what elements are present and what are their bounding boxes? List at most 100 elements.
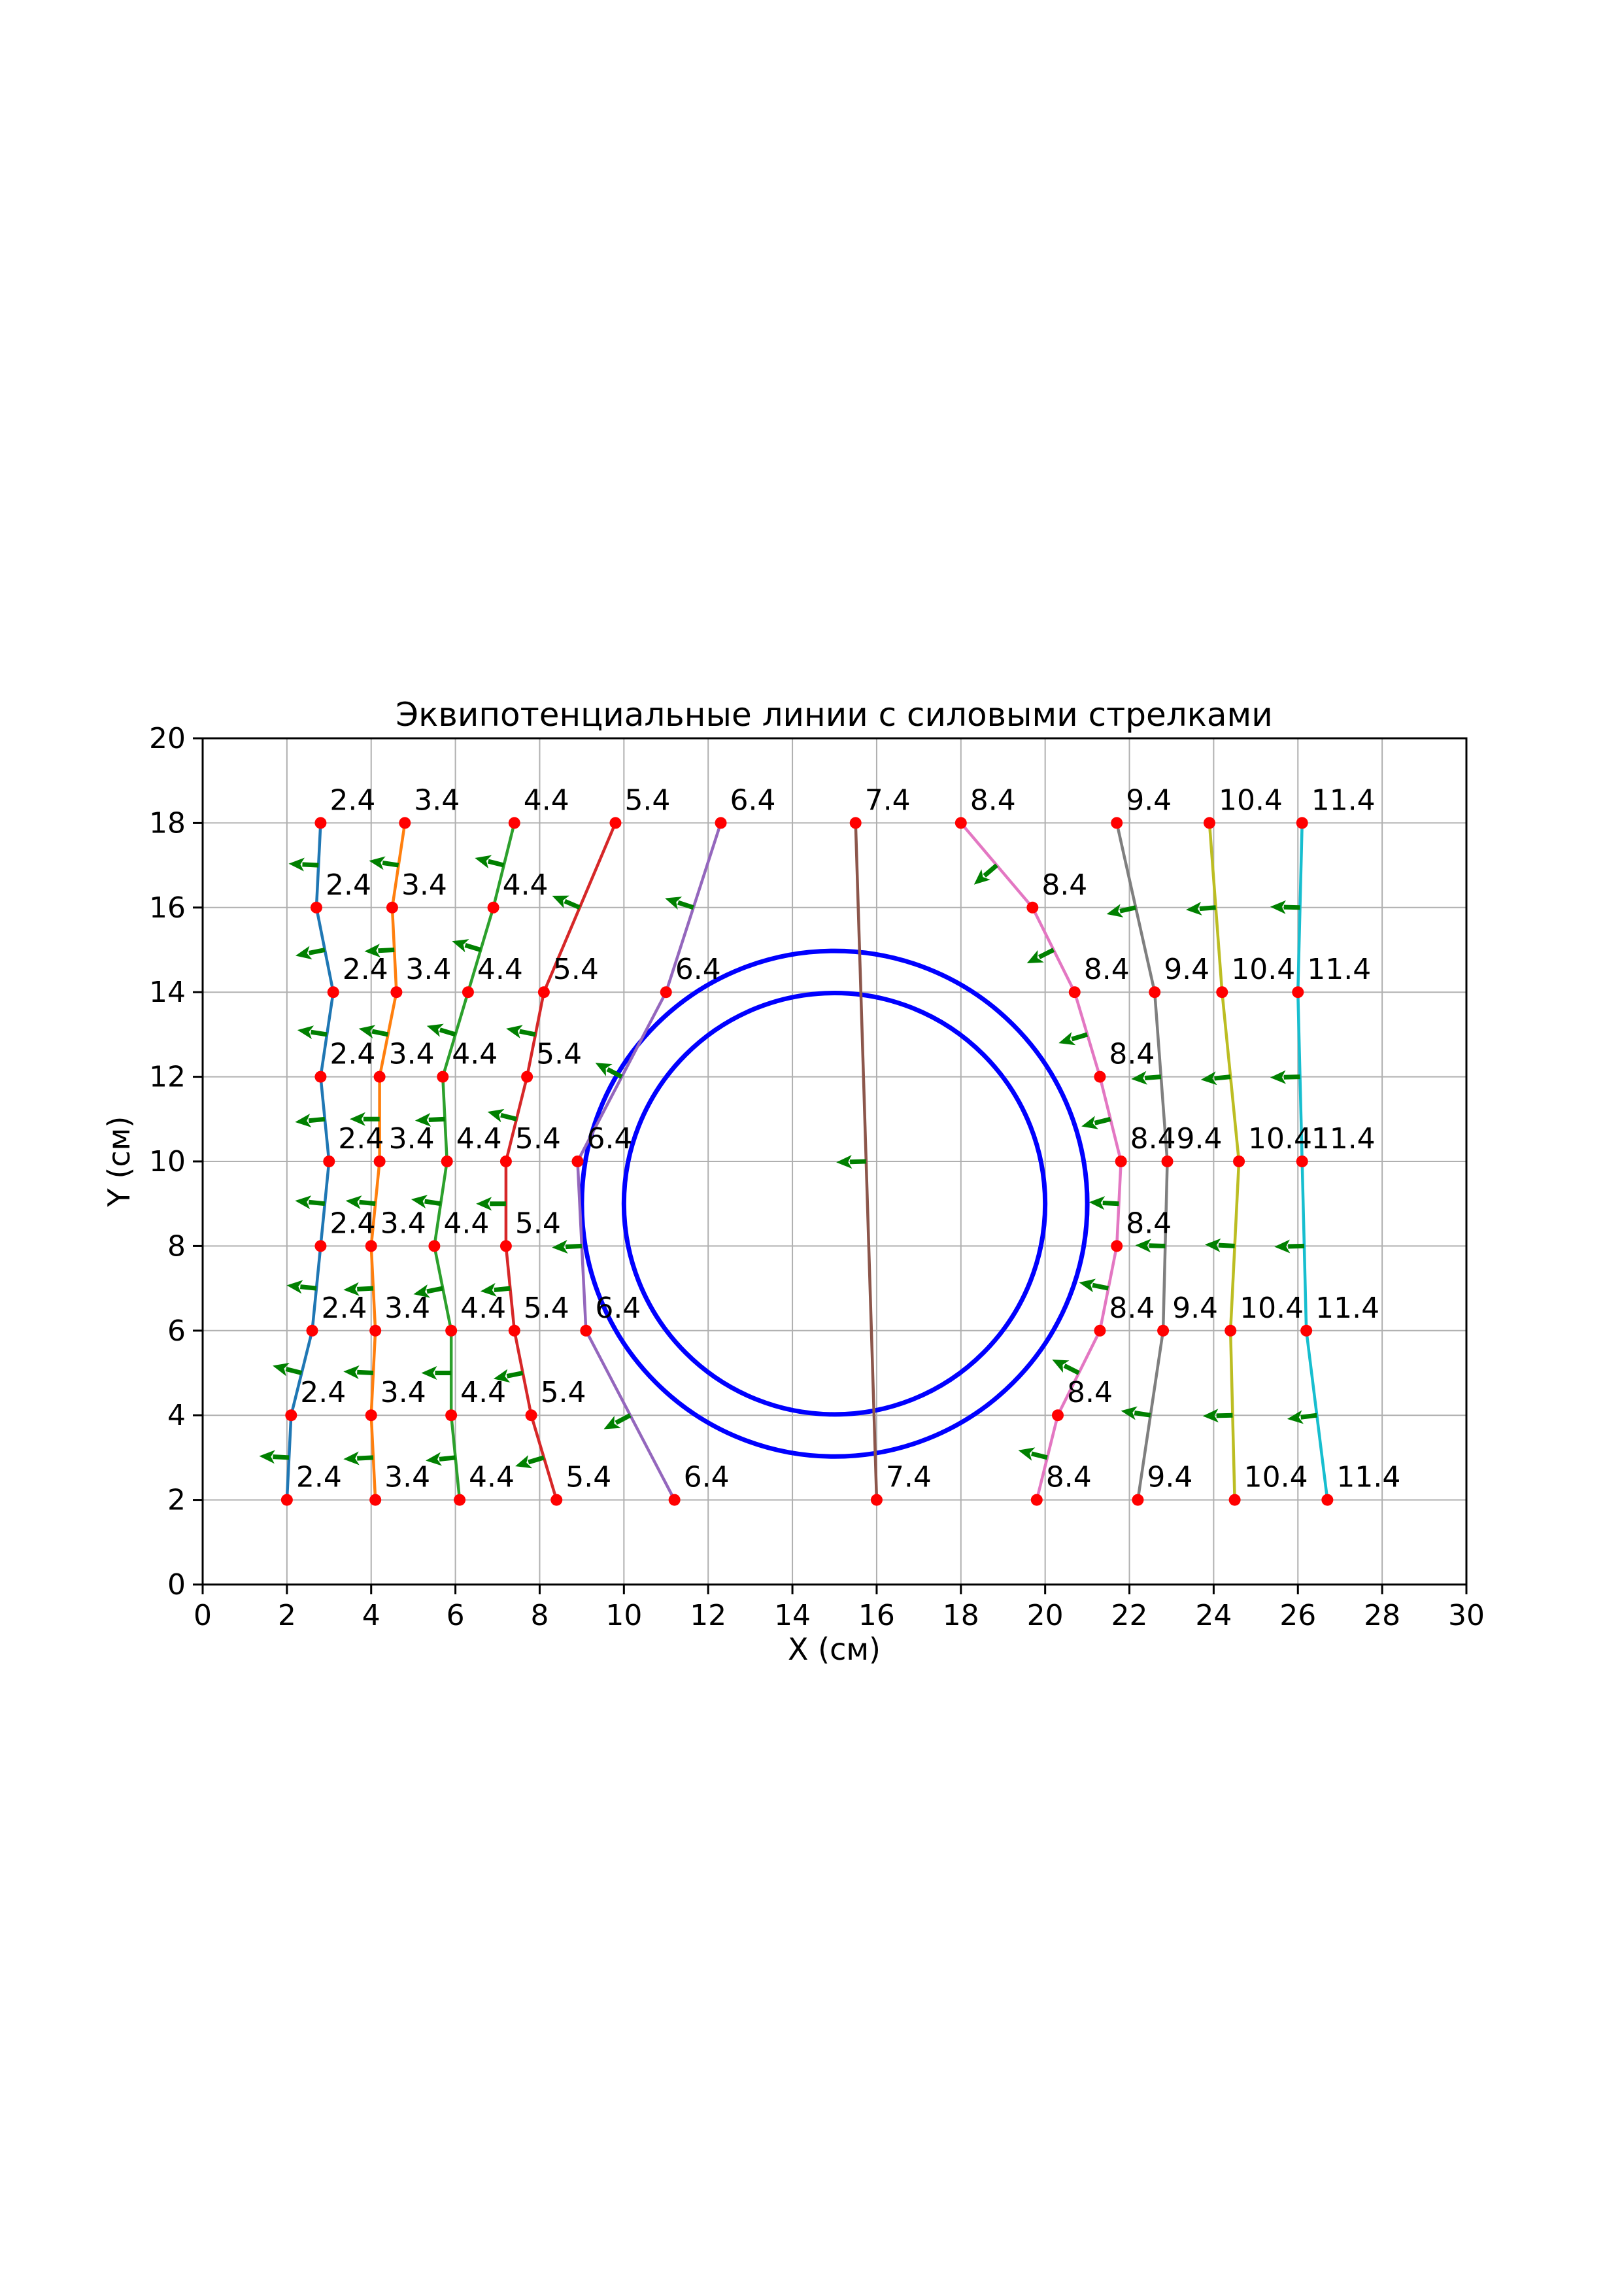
force-arrow-shaft: [382, 860, 399, 868]
force-arrow-shaft: [308, 1116, 326, 1123]
data-point: [1203, 817, 1215, 829]
data-point: [390, 986, 403, 999]
force-arrow-shaft: [615, 1413, 632, 1425]
point-value-label: 5.4: [515, 1122, 561, 1156]
force-arrow-shaft: [1038, 948, 1055, 959]
data-point: [1225, 1324, 1237, 1337]
point-labels: 2.42.42.42.42.42.42.42.42.43.43.43.43.43…: [296, 783, 1400, 1494]
force-arrow-head: [595, 1063, 613, 1076]
force-arrow-shaft: [506, 1371, 524, 1379]
point-value-label: 10.4: [1219, 783, 1283, 817]
data-point: [445, 1409, 458, 1422]
data-point: [499, 1156, 512, 1167]
point-value-label: 5.4: [624, 783, 670, 817]
data-point: [445, 1324, 458, 1337]
force-arrow-shaft: [1063, 1363, 1080, 1375]
force-arrow-shaft: [849, 1159, 866, 1165]
force-arrow-shaft: [1283, 1074, 1300, 1080]
data-point: [314, 1071, 327, 1083]
x-axis-label: X (см): [788, 1632, 881, 1667]
force-arrow-shaft: [1300, 1413, 1317, 1420]
force-arrow-head: [1202, 1409, 1219, 1423]
y-tick-label: 6: [167, 1314, 186, 1348]
data-point: [508, 817, 520, 829]
y-axis-label: Y (см): [101, 1116, 137, 1208]
point-value-label: 3.4: [380, 1207, 426, 1240]
data-point: [1296, 817, 1308, 829]
force-arrow-shaft: [299, 1284, 317, 1291]
force-arrow-shaft: [273, 1454, 290, 1460]
data-point: [849, 817, 862, 829]
force-arrow-head: [552, 895, 569, 908]
point-value-label: 10.4: [1248, 1122, 1312, 1156]
point-value-label: 10.4: [1231, 953, 1295, 986]
data-point: [1026, 901, 1039, 914]
data-point: [428, 1240, 441, 1252]
force-arrow-head: [1200, 1071, 1217, 1086]
y-tick-label: 2: [167, 1484, 186, 1517]
y-tick-label: 8: [167, 1229, 186, 1263]
x-tick-label: 8: [530, 1599, 549, 1632]
force-arrow-head: [413, 1284, 431, 1298]
point-value-label: 8.4: [1067, 1376, 1113, 1409]
point-value-label: 4.4: [460, 1292, 506, 1325]
data-point: [437, 1071, 449, 1083]
force-arrows: [259, 855, 1317, 1469]
force-arrow-shaft: [426, 1286, 443, 1294]
force-arrow-head: [480, 1282, 497, 1297]
force-arrow-head: [1026, 950, 1044, 964]
data-point: [550, 1494, 563, 1506]
data-point: [1300, 1324, 1313, 1337]
force-arrow-head: [288, 857, 305, 872]
force-arrow-head: [1081, 1116, 1099, 1129]
force-arrow-head: [1089, 1196, 1106, 1210]
data-point: [373, 1071, 386, 1083]
point-value-label: 8.4: [1126, 1207, 1172, 1240]
data-point: [365, 1240, 377, 1252]
point-value-label: 11.4: [1336, 1461, 1400, 1494]
data-point: [1296, 1156, 1308, 1167]
point-value-label: 2.4: [338, 1122, 384, 1156]
force-arrow-shaft: [1199, 905, 1216, 912]
y-tick-label: 12: [149, 1061, 186, 1094]
point-value-label: 9.4: [1177, 1122, 1223, 1156]
point-value-label: 6.4: [586, 1122, 632, 1156]
point-value-label: 2.4: [329, 783, 375, 817]
data-point: [441, 1156, 453, 1167]
force-arrow-head: [296, 946, 313, 960]
data-point: [508, 1324, 520, 1337]
point-value-label: 4.4: [469, 1461, 515, 1494]
force-arrow-head: [1052, 1359, 1070, 1373]
data-point: [1321, 1494, 1334, 1506]
point-value-label: 6.4: [675, 953, 721, 986]
data-point: [310, 901, 322, 914]
force-arrow-head: [836, 1155, 853, 1169]
x-tick-label: 4: [362, 1599, 380, 1632]
point-value-label: 3.4: [401, 868, 447, 902]
point-value-label: 5.4: [524, 1292, 569, 1325]
point-value-label: 8.4: [970, 783, 1016, 817]
point-value-label: 10.4: [1240, 1292, 1304, 1325]
data-point: [306, 1324, 318, 1337]
data-point: [660, 986, 672, 999]
data-point: [462, 986, 474, 999]
force-arrow-head: [1121, 1406, 1138, 1420]
force-arrow-head: [426, 1452, 443, 1466]
y-tick-label: 10: [149, 1145, 186, 1178]
data-point: [1149, 986, 1161, 999]
force-arrow-head: [295, 1195, 312, 1209]
chart-title: Эквипотенциальные линии с силовыми стрел…: [396, 696, 1272, 734]
force-arrow-head: [1058, 1032, 1076, 1046]
force-arrow-head: [552, 1240, 568, 1254]
point-value-label: 5.4: [566, 1461, 611, 1494]
force-arrow-head: [476, 1197, 492, 1211]
force-arrow-shaft: [494, 1286, 511, 1293]
force-arrow-head: [358, 1025, 376, 1038]
y-tick-label: 20: [149, 722, 186, 755]
y-tick-label: 18: [149, 806, 186, 840]
force-arrow-shaft: [528, 1455, 545, 1465]
data-point: [386, 901, 398, 914]
force-arrow-head: [414, 1112, 431, 1127]
